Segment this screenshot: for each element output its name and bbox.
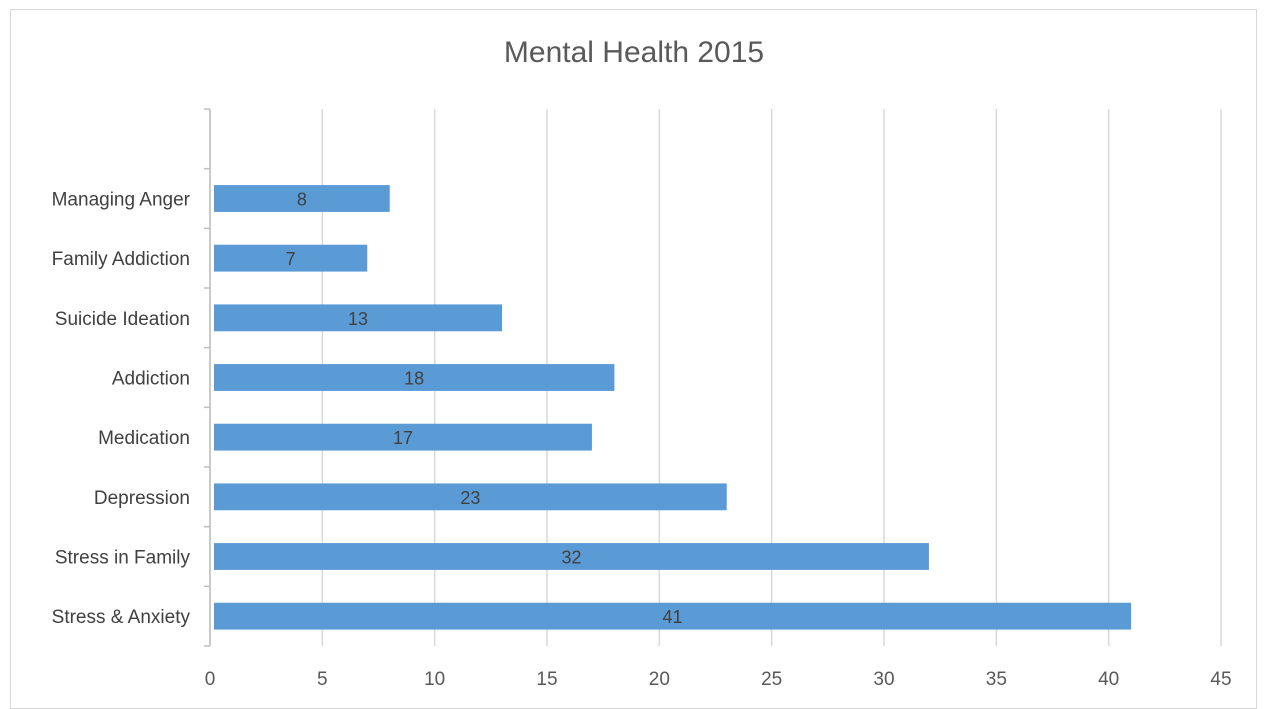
data-label: 13 <box>348 309 368 329</box>
data-label: 8 <box>297 190 307 210</box>
x-tick-label: 5 <box>317 669 328 690</box>
data-label: 32 <box>561 548 581 568</box>
bar <box>214 602 1132 630</box>
data-label: 23 <box>460 488 480 508</box>
bar <box>214 304 503 332</box>
x-tick-label: 45 <box>1210 669 1231 690</box>
category-label: Managing Anger <box>52 190 191 211</box>
bar <box>214 244 368 272</box>
data-label: 18 <box>404 369 424 389</box>
chart-title: Mental Health 2015 <box>503 36 765 69</box>
category-label: Family Addiction <box>52 249 190 270</box>
bar <box>214 364 615 391</box>
category-label: Addiction <box>112 369 190 390</box>
y-axis <box>204 108 211 647</box>
category-label: Depression <box>94 488 190 509</box>
labels: 0 5 10 15 20 25 30 35 40 45 Stress & Anxiety 41 Stre… <box>52 190 1232 691</box>
bar <box>214 483 727 511</box>
category-label: Stress & Anxiety <box>52 607 191 628</box>
x-tick-label: 35 <box>986 669 1007 690</box>
category-label: Stress in Family <box>55 548 191 569</box>
category-label: Medication <box>98 428 190 449</box>
x-tick-label: 15 <box>536 669 557 690</box>
bars <box>214 185 1132 630</box>
category-label: Suicide Ideation <box>55 309 190 330</box>
bar <box>214 423 592 451</box>
x-tick-label: 0 <box>205 669 216 690</box>
data-label: 7 <box>286 249 296 269</box>
bar <box>214 543 929 570</box>
data-label: 17 <box>393 428 413 448</box>
bar <box>214 185 390 212</box>
x-tick-label: 40 <box>1098 669 1119 690</box>
data-label: 41 <box>663 607 683 627</box>
x-tick-label: 20 <box>649 669 670 690</box>
x-tick-label: 30 <box>873 669 894 690</box>
x-tick-label: 10 <box>424 669 445 690</box>
x-tick-label: 25 <box>761 669 782 690</box>
chart-frame <box>10 9 1257 709</box>
